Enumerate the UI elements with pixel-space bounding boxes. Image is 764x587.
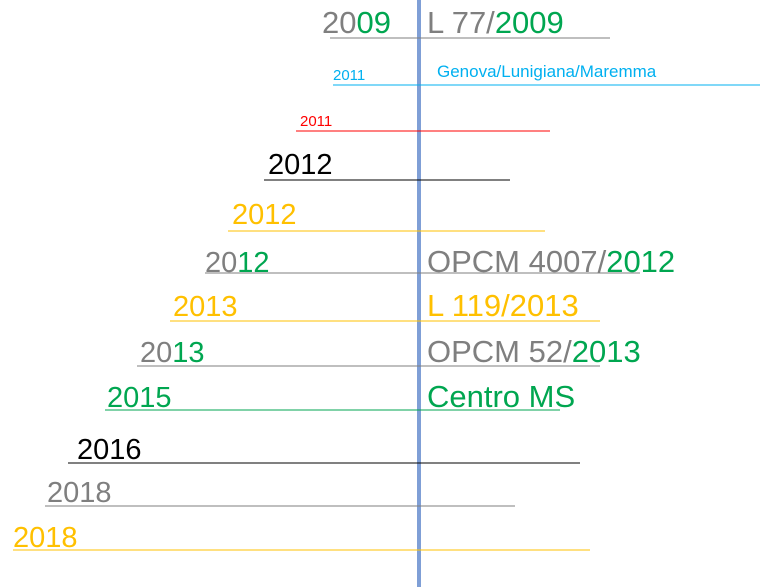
year-part: 2018 xyxy=(13,522,78,554)
label-part: 2013 xyxy=(572,334,641,369)
year-part: 2012 xyxy=(268,149,333,181)
year-part: 2011 xyxy=(300,113,332,130)
year-label: 2015 xyxy=(107,382,172,414)
label-part: OPCM 4007/ xyxy=(427,244,607,279)
year-label: 2012 xyxy=(205,247,270,279)
event-label: OPCM 4007/2012 xyxy=(427,244,675,279)
year-label: 2013 xyxy=(140,337,205,369)
year-label: 2011 xyxy=(300,113,332,130)
label-part: 2012 xyxy=(606,244,675,279)
event-label: L 119/2013 xyxy=(427,288,579,323)
year-part: 2016 xyxy=(77,434,142,466)
label-part: OPCM 52/ xyxy=(427,334,572,369)
year-label: 2012 xyxy=(232,199,297,231)
year-part: 20 xyxy=(205,247,237,279)
year-label: 2011 xyxy=(333,67,365,84)
year-part: 12 xyxy=(237,247,269,279)
year-part: 20 xyxy=(322,5,356,40)
year-part: 09 xyxy=(356,5,390,40)
label-part: L 119/2013 xyxy=(427,288,579,323)
year-label: 2016 xyxy=(77,434,142,466)
year-part: 2012 xyxy=(232,199,297,231)
year-label: 2009 xyxy=(322,5,391,40)
year-part: 20 xyxy=(140,337,172,369)
year-part: 13 xyxy=(172,337,204,369)
year-part: 2011 xyxy=(333,67,365,84)
year-part: 2015 xyxy=(107,382,172,414)
year-part: 2013 xyxy=(173,291,238,323)
label-part: 2009 xyxy=(495,5,564,40)
year-label: 2012 xyxy=(268,149,333,181)
label-part: Genova/Lunigiana/Maremma xyxy=(437,62,657,81)
label-part: Centro MS xyxy=(427,379,575,414)
event-label: Centro MS xyxy=(427,379,575,414)
year-label: 2013 xyxy=(173,291,238,323)
year-label: 2018 xyxy=(13,522,78,554)
axis-line xyxy=(417,0,421,587)
label-part: L 77/ xyxy=(427,5,495,40)
year-label: 2018 xyxy=(47,477,112,509)
event-label: OPCM 52/2013 xyxy=(427,334,641,369)
event-label: L 77/2009 xyxy=(427,5,564,40)
year-part: 2018 xyxy=(47,477,112,509)
event-label: Genova/Lunigiana/Maremma xyxy=(437,62,657,81)
